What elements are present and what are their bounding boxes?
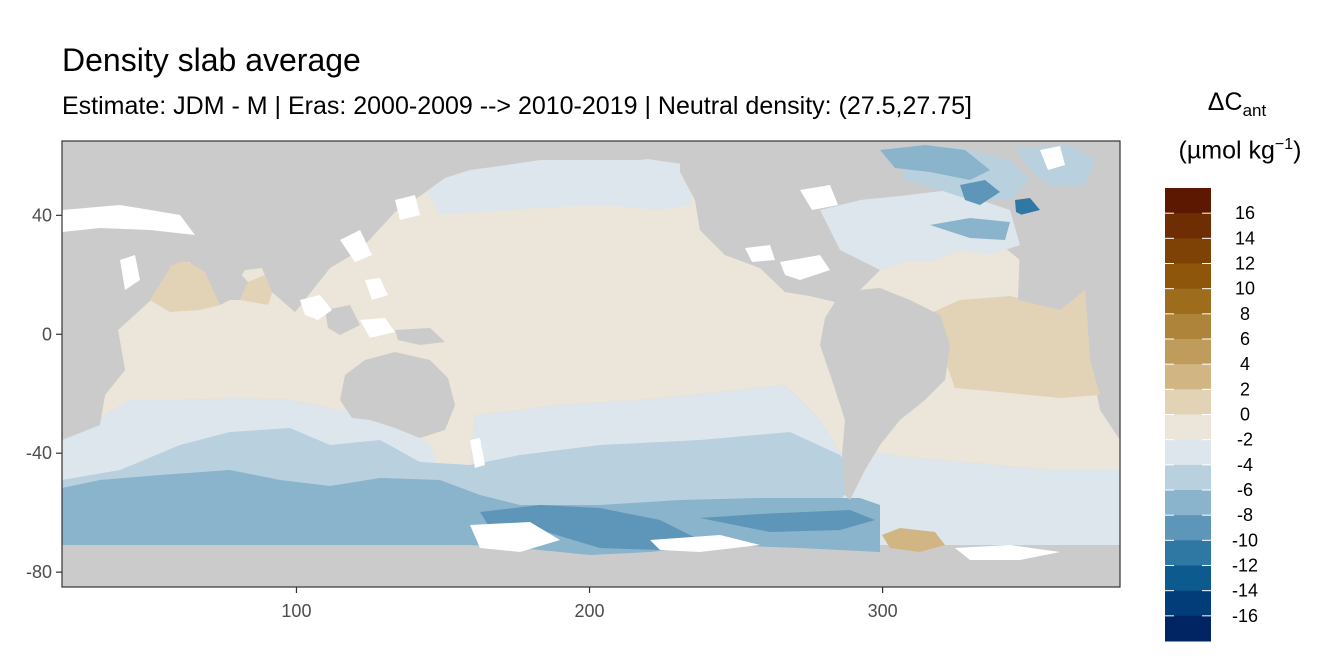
land-australia bbox=[340, 352, 455, 438]
legend-swatch bbox=[1165, 188, 1211, 214]
ocean-labrador-patch bbox=[930, 218, 1010, 240]
nodata-weddell-shelf bbox=[955, 545, 1060, 560]
ocean-atlantic-warm bbox=[915, 290, 1100, 398]
legend-label: 12 bbox=[1235, 254, 1255, 274]
land-india bbox=[205, 265, 248, 305]
x-tick-label: 100 bbox=[281, 601, 311, 621]
legend-swatch bbox=[1165, 615, 1211, 642]
legend-swatch bbox=[1165, 540, 1211, 566]
y-tick-label: 0 bbox=[42, 324, 52, 344]
x-tick-label: 200 bbox=[575, 601, 605, 621]
nodata-indonesia-b bbox=[360, 318, 395, 338]
legend-swatch bbox=[1165, 263, 1211, 290]
legend-swatch bbox=[1165, 213, 1211, 239]
nodata-baltic bbox=[1040, 146, 1065, 170]
legend-labels: 16 14 12 10 8 6 4 2 0 -2 -4 -6 -8 -10 -12 -14 -16 bbox=[1165, 203, 1258, 626]
legend-label: 0 bbox=[1240, 405, 1250, 425]
legend-label: 6 bbox=[1240, 329, 1250, 349]
legend-swatch bbox=[1165, 339, 1211, 365]
legend-title-symbol: ΔC bbox=[1207, 88, 1243, 116]
legend-swatch bbox=[1165, 490, 1211, 516]
nodata-caspian bbox=[120, 255, 140, 290]
ocean-north-pacific-cool bbox=[420, 158, 692, 215]
legend-swatch bbox=[1165, 313, 1211, 340]
panel-border bbox=[61, 140, 1121, 588]
y-tick-label: -80 bbox=[26, 562, 52, 582]
nodata-hudson bbox=[800, 185, 838, 210]
land-new-guinea bbox=[395, 328, 445, 345]
legend-label: 8 bbox=[1240, 304, 1250, 324]
legend-label: -6 bbox=[1237, 480, 1253, 500]
nodata-china-seas bbox=[340, 230, 372, 262]
legend-label: 14 bbox=[1235, 228, 1255, 248]
map-subtitle: Estimate: JDM - M | Eras: 2000-2009 --> … bbox=[62, 92, 972, 120]
land-north-america bbox=[680, 141, 900, 302]
nodata-new-zealand bbox=[470, 438, 485, 468]
legend-swatch bbox=[1165, 238, 1211, 264]
nodata-caribbean bbox=[780, 255, 830, 280]
land-south-america bbox=[820, 288, 950, 500]
x-axis: 100 200 300 bbox=[281, 587, 898, 621]
ocean-north-atlantic-band bbox=[880, 145, 990, 180]
ocean-bay-of-bengal-warm bbox=[240, 275, 275, 305]
legend-swatch bbox=[1165, 364, 1211, 390]
ocean-southern-band-d bbox=[700, 510, 875, 532]
legend-label: 16 bbox=[1235, 203, 1255, 223]
nodata-patches bbox=[62, 146, 1065, 560]
nodata-gulf bbox=[745, 245, 775, 262]
legend-label: -14 bbox=[1232, 581, 1258, 601]
y-tick-label: -40 bbox=[26, 443, 52, 463]
legend-units-main: (µmol kg bbox=[1178, 136, 1275, 165]
legend-units: (µmol kg−1) bbox=[1160, 136, 1320, 165]
legend-swatch bbox=[1165, 389, 1211, 415]
legend-swatch bbox=[1165, 590, 1211, 617]
legend-swatch bbox=[1165, 464, 1211, 491]
legend-label: -10 bbox=[1232, 530, 1258, 550]
legend-label: 10 bbox=[1235, 279, 1255, 299]
legend-units-sup: −1 bbox=[1274, 136, 1294, 153]
legend-label: -2 bbox=[1237, 430, 1253, 450]
ocean-arabian-sea-warm bbox=[150, 260, 220, 312]
legend-label: -8 bbox=[1237, 505, 1253, 525]
land-greenland bbox=[1015, 141, 1120, 160]
legend-colorbar bbox=[1165, 188, 1211, 642]
x-tick-label: 300 bbox=[868, 601, 898, 621]
ocean-field bbox=[62, 141, 1120, 587]
nodata-amundsen-shelf bbox=[650, 535, 760, 552]
y-tick-label: 40 bbox=[32, 205, 52, 225]
legend-swatch bbox=[1165, 515, 1211, 541]
legend-swatch bbox=[1165, 439, 1211, 466]
legend-swatch bbox=[1165, 414, 1211, 441]
legend-label: 2 bbox=[1240, 379, 1250, 399]
legend-title: ΔCant bbox=[1172, 88, 1302, 121]
nodata-mediterranean bbox=[62, 205, 195, 235]
ocean-weddell-warm bbox=[882, 528, 945, 552]
map-title: Density slab average bbox=[62, 42, 361, 78]
nodata-indonesia-a bbox=[300, 295, 332, 320]
land-europe bbox=[1018, 180, 1120, 310]
land-antarctica bbox=[62, 545, 1120, 587]
land-borneo bbox=[325, 305, 360, 335]
y-axis: 40 0 -40 -80 bbox=[26, 205, 62, 582]
legend-label: -16 bbox=[1232, 606, 1258, 626]
legend-title-subscript: ant bbox=[1242, 101, 1267, 120]
nodata-japan bbox=[395, 195, 420, 220]
legend-label: 4 bbox=[1240, 354, 1250, 374]
legend-units-close: ) bbox=[1293, 136, 1302, 165]
legend-swatch bbox=[1165, 288, 1211, 315]
nodata-ross-shelf bbox=[470, 522, 560, 552]
ocean-north-atlantic-light bbox=[820, 190, 1020, 270]
legend-label: -12 bbox=[1232, 556, 1258, 576]
nodata-philippines bbox=[365, 278, 388, 300]
ocean-north-atlantic-deep bbox=[960, 180, 1000, 205]
legend-label: -4 bbox=[1237, 455, 1253, 475]
ocean-southern-band-c bbox=[480, 505, 700, 550]
land-asia bbox=[150, 141, 680, 312]
legend-swatch bbox=[1165, 565, 1211, 592]
